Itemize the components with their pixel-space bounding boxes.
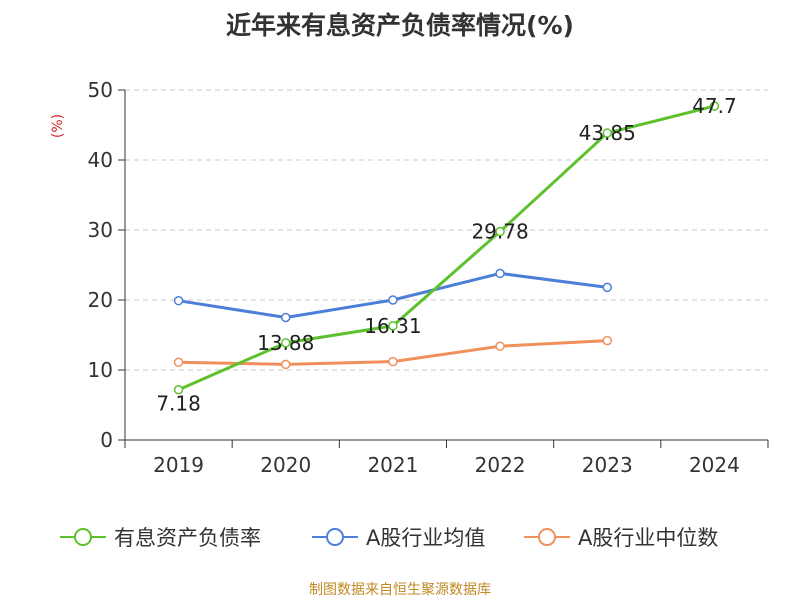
y-tick-label: 40 (88, 148, 113, 172)
legend-label: 有息资产负债率 (114, 526, 261, 550)
legend-marker-icon (524, 528, 570, 546)
y-tick-label: 20 (88, 288, 113, 312)
data-point (173, 357, 184, 368)
data-point (281, 312, 291, 323)
grid-lines (125, 89, 768, 371)
chart-title: 近年来有息资产负债率情况(%) (226, 11, 574, 40)
data-labels: 7.18 13.88 16.31 29.78 43.85 47.7 (156, 94, 736, 416)
series-line (177, 104, 715, 392)
data-label: 7.18 (156, 392, 201, 416)
data-point (173, 295, 184, 306)
y-axis-label: (%) (50, 114, 66, 138)
data-point (388, 295, 398, 305)
data-point (495, 341, 505, 351)
x-tick-label: 2020 (260, 453, 311, 477)
y-tick-label: 0 (100, 428, 113, 452)
x-tick-label: 2021 (367, 453, 418, 477)
data-point (495, 268, 505, 279)
y-tick-label: 50 (88, 78, 113, 102)
data-point (602, 282, 612, 293)
x-tick-label: 2023 (582, 453, 633, 477)
data-label: 29.78 (471, 220, 528, 244)
series-lines (173, 101, 720, 395)
legend-label: A股行业中位数 (578, 526, 719, 550)
x-tick-label: 2022 (475, 453, 526, 477)
y-tick-label: 30 (88, 218, 113, 242)
legend: 有息资产负债率 A股行业均值 A股行业中位数 (0, 522, 800, 552)
legend-circle (74, 528, 92, 546)
data-label: 43.85 (579, 121, 636, 145)
source-note: 制图数据来自恒生聚源数据库 (309, 582, 491, 598)
axes: 0 10 20 30 40 50 2019 2020 2021 2022 2023 2024 (88, 78, 769, 477)
legend-item-interest-debt-ratio[interactable]: 有息资产负债率 (58, 522, 261, 552)
x-tick-label: 2024 (689, 453, 740, 477)
data-point (602, 335, 612, 346)
legend-circle (538, 528, 556, 546)
legend-circle (326, 528, 344, 546)
data-label: 16.31 (364, 314, 421, 338)
legend-item-industry-median[interactable]: A股行业中位数 (522, 522, 718, 552)
data-point (388, 321, 398, 331)
x-tick-label: 2019 (153, 453, 204, 477)
data-point (388, 356, 398, 367)
legend-marker-icon (60, 528, 106, 546)
data-point (602, 128, 612, 138)
data-label: 13.88 (257, 331, 314, 355)
data-point (495, 226, 505, 237)
legend-item-industry-mean[interactable]: A股行业均值 (310, 522, 485, 552)
legend-label: A股行业均值 (366, 526, 486, 550)
data-point (173, 384, 184, 395)
y-tick-label: 10 (88, 358, 113, 382)
data-label: 47.7 (692, 94, 737, 118)
data-point (281, 338, 291, 348)
data-point (709, 101, 720, 111)
data-point (281, 359, 291, 370)
legend-marker-icon (312, 528, 358, 546)
